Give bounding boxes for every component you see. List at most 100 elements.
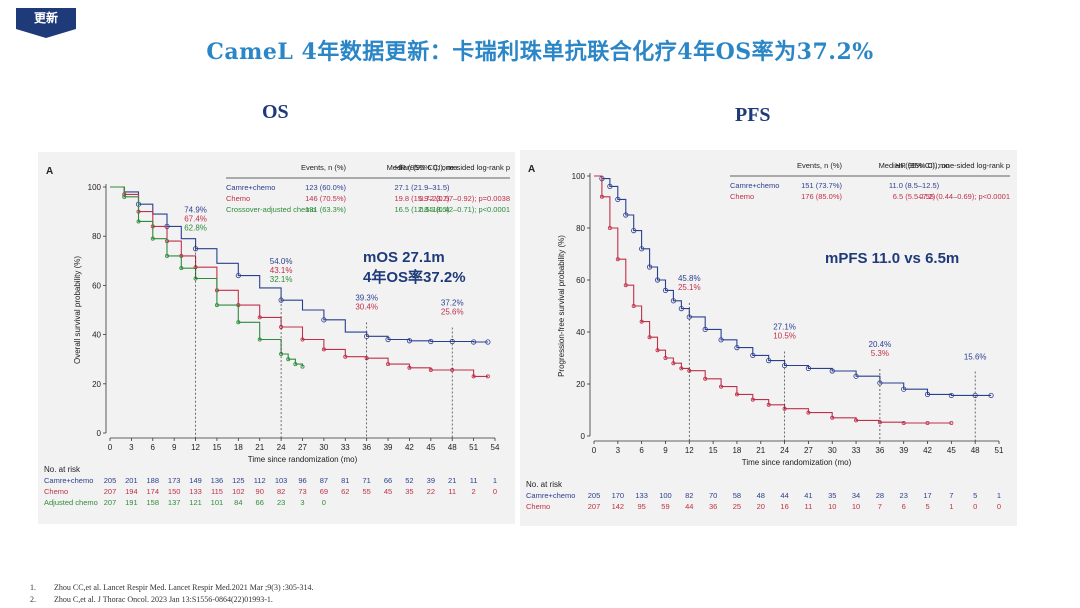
x-tick-label: 48	[448, 443, 457, 452]
panel-letter: A	[528, 164, 535, 175]
table-row-events: 176 (85.0%)	[801, 192, 842, 201]
risk-value: 7	[949, 491, 953, 500]
censor-mark	[615, 257, 620, 262]
table-row-hr: 0.55 (0.42–0.71); p<0.0001	[419, 205, 510, 214]
risk-value: 188	[147, 476, 160, 485]
x-tick-label: 39	[899, 446, 908, 455]
pfs-chart-panel: A 0 20 40 60 80 100 0 3 6 9 12 15 18 21 24 27 30 33 36 39 42 4…	[520, 150, 1017, 526]
landmark-label: 25.1%	[678, 283, 701, 292]
x-tick-label: 30	[319, 443, 328, 452]
risk-value: 205	[104, 476, 117, 485]
censor-mark	[766, 402, 771, 407]
risk-value: 44	[780, 491, 788, 500]
landmark-label: 74.9%	[184, 206, 207, 215]
x-tick-label: 18	[234, 443, 243, 452]
censor-mark	[257, 315, 262, 320]
censor-mark	[343, 354, 348, 359]
landmark-label: 27.1%	[773, 323, 796, 332]
censor-mark	[853, 373, 859, 379]
risk-value: 48	[757, 491, 765, 500]
risk-value: 87	[320, 476, 328, 485]
risk-value: 1	[949, 502, 953, 511]
x-tick-label: 39	[384, 443, 393, 452]
y-tick-label: 20	[92, 380, 101, 389]
censor-mark	[877, 420, 882, 425]
censor-mark	[471, 374, 476, 379]
x-tick-label: 3	[129, 443, 134, 452]
landmark-label: 25.6%	[441, 307, 464, 316]
x-tick-label: 9	[663, 446, 668, 455]
risk-value: 103	[275, 476, 288, 485]
y-tick-label: 100	[572, 172, 586, 181]
y-tick-label: 0	[581, 432, 586, 441]
x-tick-label: 18	[732, 446, 741, 455]
risk-value: 22	[427, 487, 435, 496]
censor-mark	[654, 277, 661, 283]
risk-value: 1	[997, 491, 1001, 500]
censor-mark	[607, 183, 613, 190]
risk-value: 71	[362, 476, 370, 485]
x-tick-label: 12	[685, 446, 694, 455]
y-tick-label: 40	[576, 328, 585, 337]
censor-mark	[734, 392, 739, 397]
risk-value: 101	[211, 498, 224, 507]
y-tick-label: 60	[92, 281, 101, 290]
table-row-median: 11.0 (8.5–12.5)	[889, 181, 940, 190]
risk-value: 11	[805, 502, 813, 511]
risk-value: 201	[125, 476, 138, 485]
risk-value: 0	[493, 487, 497, 496]
y-axis-label: Overall survival probability (%)	[73, 256, 82, 364]
footnote-1: 1. Zhou CC,et al. Lancet Respir Med. Lan…	[30, 582, 314, 594]
censor-mark	[321, 347, 326, 352]
censor-mark	[165, 253, 170, 258]
risk-value: 16	[780, 502, 788, 511]
x-tick-label: 3	[616, 446, 621, 455]
x-tick-label: 27	[804, 446, 813, 455]
risk-value: 207	[104, 498, 117, 507]
table-header-hr: HR (95% CI); one-sided log-rank p	[895, 161, 1010, 170]
censor-mark	[734, 345, 740, 351]
page-title: CameL 4年数据更新：卡瑞利珠单抗联合化疗4年OS率为37.2%	[206, 39, 874, 65]
risk-value: 70	[709, 491, 717, 500]
x-tick-label: 27	[298, 443, 307, 452]
footnote-2: 2. Zhou C,et al. J Thorac Oncol. 2023 Ja…	[30, 594, 314, 606]
risk-row-name: Adjusted chemo	[44, 498, 98, 507]
censor-mark	[663, 355, 668, 360]
censor-mark	[703, 376, 708, 381]
risk-value: 36	[709, 502, 717, 511]
risk-value: 55	[362, 487, 370, 496]
censor-mark	[214, 303, 219, 308]
y-tick-label: 100	[88, 183, 102, 192]
censor-mark	[471, 339, 477, 345]
risk-value: 2	[472, 487, 476, 496]
censor-mark	[750, 352, 756, 358]
censor-mark	[631, 303, 636, 308]
table-row-events: 123 (60.0%)	[305, 183, 346, 192]
risk-value: 95	[637, 502, 645, 511]
censor-mark	[805, 365, 812, 371]
table-header-median: Median (95% CI), mo	[879, 161, 950, 170]
censor-mark	[623, 283, 628, 288]
pfs-heading: PFS	[735, 104, 771, 126]
risk-table-title: No. at risk	[526, 480, 563, 489]
footnote-number: 1.	[30, 583, 36, 592]
x-tick-label: 0	[108, 443, 113, 452]
risk-value: 90	[256, 487, 264, 496]
censor-mark	[631, 228, 637, 234]
landmark-label: 20.4%	[869, 340, 892, 349]
risk-value: 45	[384, 487, 392, 496]
risk-value: 84	[234, 498, 242, 507]
censor-mark	[136, 219, 141, 224]
censor-mark	[806, 410, 811, 415]
table-row-hr: 0.72 (0.57–0.92); p=0.0038	[419, 194, 510, 203]
table-row-name: Camre+chemo	[730, 181, 779, 190]
risk-value: 11	[470, 476, 478, 485]
risk-value: 21	[448, 476, 456, 485]
censor-mark	[406, 338, 413, 344]
risk-value: 17	[923, 491, 931, 500]
risk-value: 137	[168, 498, 181, 507]
risk-value: 96	[298, 476, 306, 485]
x-tick-label: 15	[709, 446, 718, 455]
x-tick-label: 36	[875, 446, 884, 455]
censor-mark	[670, 298, 677, 304]
